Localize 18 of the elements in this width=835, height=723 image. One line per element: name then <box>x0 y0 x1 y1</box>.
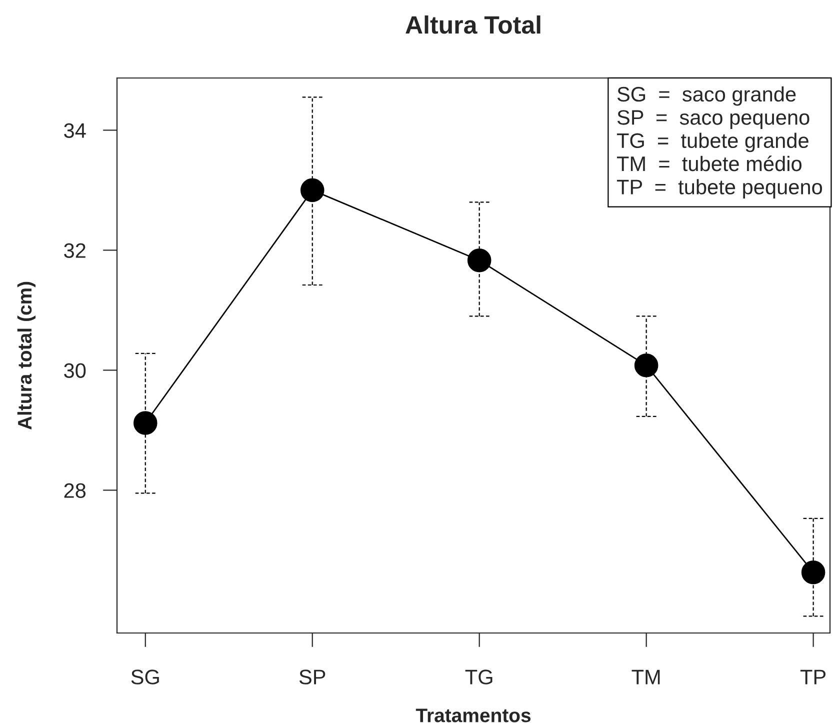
x-tick-label: TP <box>800 670 826 684</box>
chart-title: Altura Total <box>406 15 540 34</box>
y-tick-label: 28 <box>64 483 86 498</box>
y-axis-title: Altura total (cm) <box>17 282 36 430</box>
annotation: SG = saco grande SP = saco pequeno TG = tubete grande TM = tubete médio TP = tubete pequeno <box>616 86 822 199</box>
point <box>133 411 158 435</box>
point <box>634 354 658 378</box>
x-tick-label: TG <box>465 670 492 684</box>
y-tick-label: 34 <box>64 123 86 138</box>
x-tick-label: SP <box>299 670 326 684</box>
x-axis-title: Tratamentos <box>416 708 531 722</box>
y-tick-label: 32 <box>64 243 86 258</box>
y-tick-label: 30 <box>64 363 86 378</box>
point <box>300 178 324 202</box>
x-tick-label: TM <box>632 670 660 684</box>
point <box>467 248 492 272</box>
point <box>801 560 826 584</box>
x-tick-label: SG <box>131 670 159 684</box>
